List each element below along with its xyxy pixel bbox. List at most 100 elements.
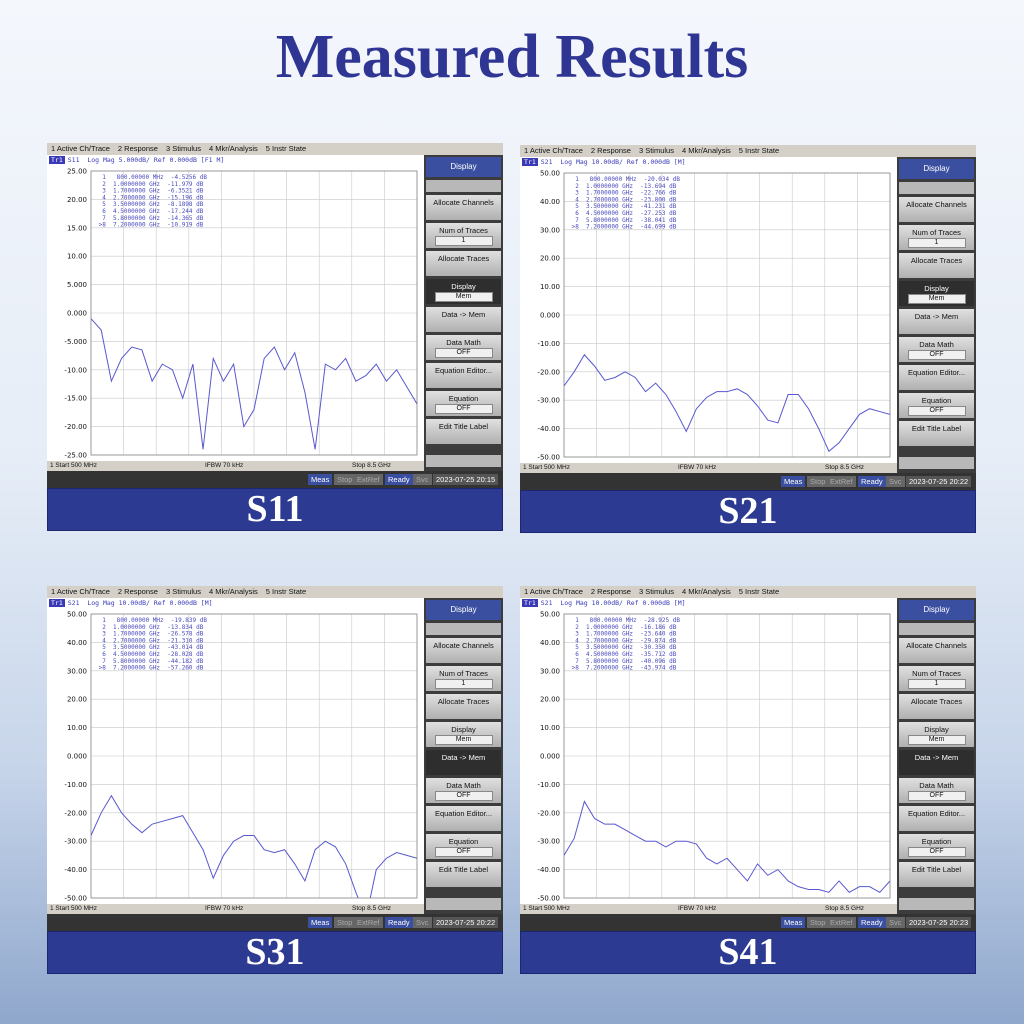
marker-readout: 1 800.00000 MHz -20.034 dB — [568, 176, 680, 183]
trace-title: S21 Log Mag 10.00dB/ Ref 0.000dB [M] — [540, 599, 686, 607]
marker-readout: 7 5.8000000 GHz -40.096 dB — [568, 658, 677, 665]
stimulus-footer: 1 Start 500 MHz IFBW 70 kHz Stop 8.5 GHz — [47, 461, 424, 471]
y-tick-label: -50.00 — [537, 895, 560, 903]
softkey: Edit Title Label — [426, 862, 501, 887]
scroll-up — [899, 623, 974, 635]
menu-item: 2 Response — [590, 587, 631, 596]
ifbw-label: IFBW 70 kHz — [205, 462, 244, 469]
softkey-value: 1 — [907, 238, 966, 248]
ifbw-label: IFBW 70 kHz — [678, 464, 717, 471]
marker-readout: 4 2.7000000 GHz -21.310 dB — [95, 637, 204, 644]
ifbw-label: IFBW 70 kHz — [678, 905, 717, 912]
menu-item: 4 Mkr/Analysis — [208, 587, 258, 596]
menu-item: 2 Response — [117, 587, 158, 596]
stimulus-footer: 1 Start 500 MHz IFBW 70 kHz Stop 8.5 GHz — [520, 463, 897, 473]
marker-readout: 1 800.00000 MHz -28.925 dB — [568, 617, 680, 624]
trace-title: S21 Log Mag 10.00dB/ Ref 0.000dB [M] — [540, 158, 686, 166]
softkey-label: Edit Title Label — [911, 424, 962, 433]
status-item: Meas — [781, 917, 806, 928]
softkey-panel: Display Allocate Channels Num of Traces 1 Al… — [424, 155, 503, 471]
softkey: Data -> Mem — [426, 750, 501, 775]
y-tick-label: -10.00 — [537, 781, 560, 789]
softkey: Data Math OFF — [899, 778, 974, 803]
softkey-value: Mem — [907, 294, 966, 304]
plot-area: 50.00 40.00 30.00 20.00 10.00 0.000 -10.00 -20.… — [47, 608, 424, 904]
y-tick-label: 0.000 — [67, 753, 87, 761]
softkey-label: Data Math — [919, 340, 954, 349]
softkey-value: OFF — [907, 791, 966, 801]
menu-item: 1 Active Ch/Trace — [524, 587, 583, 596]
plot-area: 50.00 40.00 30.00 20.00 10.00 0.000 -10.00 -20.… — [520, 167, 897, 463]
status-bar: Meas Stop ExtRef Ready Svc 2023-07-25 20:23 — [520, 914, 976, 931]
status-item: Svc — [886, 476, 905, 487]
softkey: Data -> Mem — [426, 307, 501, 332]
trace-badge: Tr1 — [522, 599, 538, 607]
softkey-label: Data Math — [446, 781, 481, 790]
status-item: Meas — [308, 474, 333, 485]
y-tick-label: -10.00 — [537, 340, 560, 348]
trace-line — [91, 794, 417, 898]
y-tick-label: 0.000 — [540, 753, 560, 761]
marker-readout: 3 1.7000000 GHz -6.3521 dB — [95, 188, 204, 195]
softkey: Data Math OFF — [426, 778, 501, 803]
marker-readout: 6 4.5000000 GHz -28.028 dB — [95, 651, 204, 658]
marker-readout: >8 7.2000000 GHz -10.919 dB — [95, 222, 204, 229]
marker-readout: 3 1.7000000 GHz -22.766 dB — [568, 190, 677, 197]
trace-badge: Tr1 — [49, 156, 65, 164]
y-tick-label: 10.00 — [540, 724, 560, 732]
softkey: Display Mem — [899, 722, 974, 747]
softkey-value: OFF — [907, 406, 966, 416]
status-bar: Meas Stop ExtRef Ready Svc 2023-07-25 20:22 — [47, 914, 503, 931]
softkey: Data -> Mem — [899, 750, 974, 775]
softkey: Allocate Traces — [426, 694, 501, 719]
y-tick-label: -15.00 — [64, 395, 87, 403]
y-tick-label: 25.00 — [67, 168, 87, 176]
trace-title: S11 Log Mag 5.000dB/ Ref 0.000dB [F1 M] — [67, 156, 225, 164]
y-tick-label: 50.00 — [540, 611, 560, 619]
marker-readout: 5 3.5000000 GHz -43.014 dB — [95, 644, 204, 651]
menu-bar: 1 Active Ch/Trace 2 Response 3 Stimulus 4 M… — [520, 145, 976, 157]
menu-item: 5 Instr State — [265, 144, 307, 153]
marker-readout: 2 1.0000000 GHz -16.186 dB — [568, 624, 677, 631]
analyzer-panel: 1 Active Ch/Trace 2 Response 3 Stimulus 4 M… — [520, 145, 976, 533]
ifbw-label: IFBW 70 kHz — [205, 905, 244, 912]
softkey: Allocate Traces — [426, 251, 501, 276]
menu-item: 4 Mkr/Analysis — [681, 587, 731, 596]
start-label: 1 Start 500 MHz — [523, 464, 570, 471]
y-tick-label: 10.00 — [67, 253, 87, 261]
y-tick-label: -20.00 — [537, 368, 560, 376]
plot-area: 25.00 20.00 15.00 10.00 5.000 0.000 -5.000 -10.… — [47, 165, 424, 461]
status-item: ExtRef — [354, 917, 383, 928]
softkey: Allocate Channels — [899, 197, 974, 222]
softkey: Num of Traces 1 — [426, 666, 501, 691]
softkey-value: Mem — [434, 735, 493, 745]
softkey-title: Display — [426, 600, 501, 620]
softkey-value: OFF — [907, 350, 966, 360]
menu-item: 2 Response — [117, 144, 158, 153]
menu-item: 3 Stimulus — [638, 587, 674, 596]
softkey-label: Allocate Traces — [910, 256, 963, 265]
y-tick-label: 30.00 — [540, 667, 560, 675]
softkey: Equation Editor... — [426, 363, 501, 388]
softkey: Equation Editor... — [899, 365, 974, 390]
softkey-label: Data Math — [446, 338, 481, 347]
menu-item: 1 Active Ch/Trace — [51, 587, 110, 596]
softkey-label: Allocate Channels — [433, 198, 494, 207]
status-bar: Meas Stop ExtRef Ready Svc 2023-07-25 20:15 — [47, 471, 503, 488]
menu-item: 1 Active Ch/Trace — [51, 144, 110, 153]
stop-label: Stop 8.5 GHz — [825, 905, 865, 912]
scroll-down — [899, 457, 974, 469]
softkey: Edit Title Label — [426, 419, 501, 444]
softkey-label: Display — [451, 725, 476, 734]
softkey: Allocate Channels — [426, 638, 501, 663]
status-item: Stop — [334, 474, 356, 485]
timestamp: 2023-07-25 20:22 — [433, 917, 499, 928]
y-tick-label: 0.000 — [540, 312, 560, 320]
softkey: Num of Traces 1 — [899, 666, 974, 691]
softkey-label: Allocate Channels — [433, 641, 494, 650]
y-tick-label: 50.00 — [540, 170, 560, 178]
trace-badge: Tr1 — [522, 158, 538, 166]
y-tick-label: 15.00 — [67, 224, 87, 232]
scroll-down — [426, 455, 501, 467]
softkey-label: Equation — [921, 396, 952, 405]
